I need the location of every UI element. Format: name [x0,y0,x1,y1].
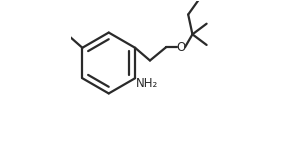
Text: NH₂: NH₂ [136,77,158,90]
Text: O: O [176,41,186,54]
